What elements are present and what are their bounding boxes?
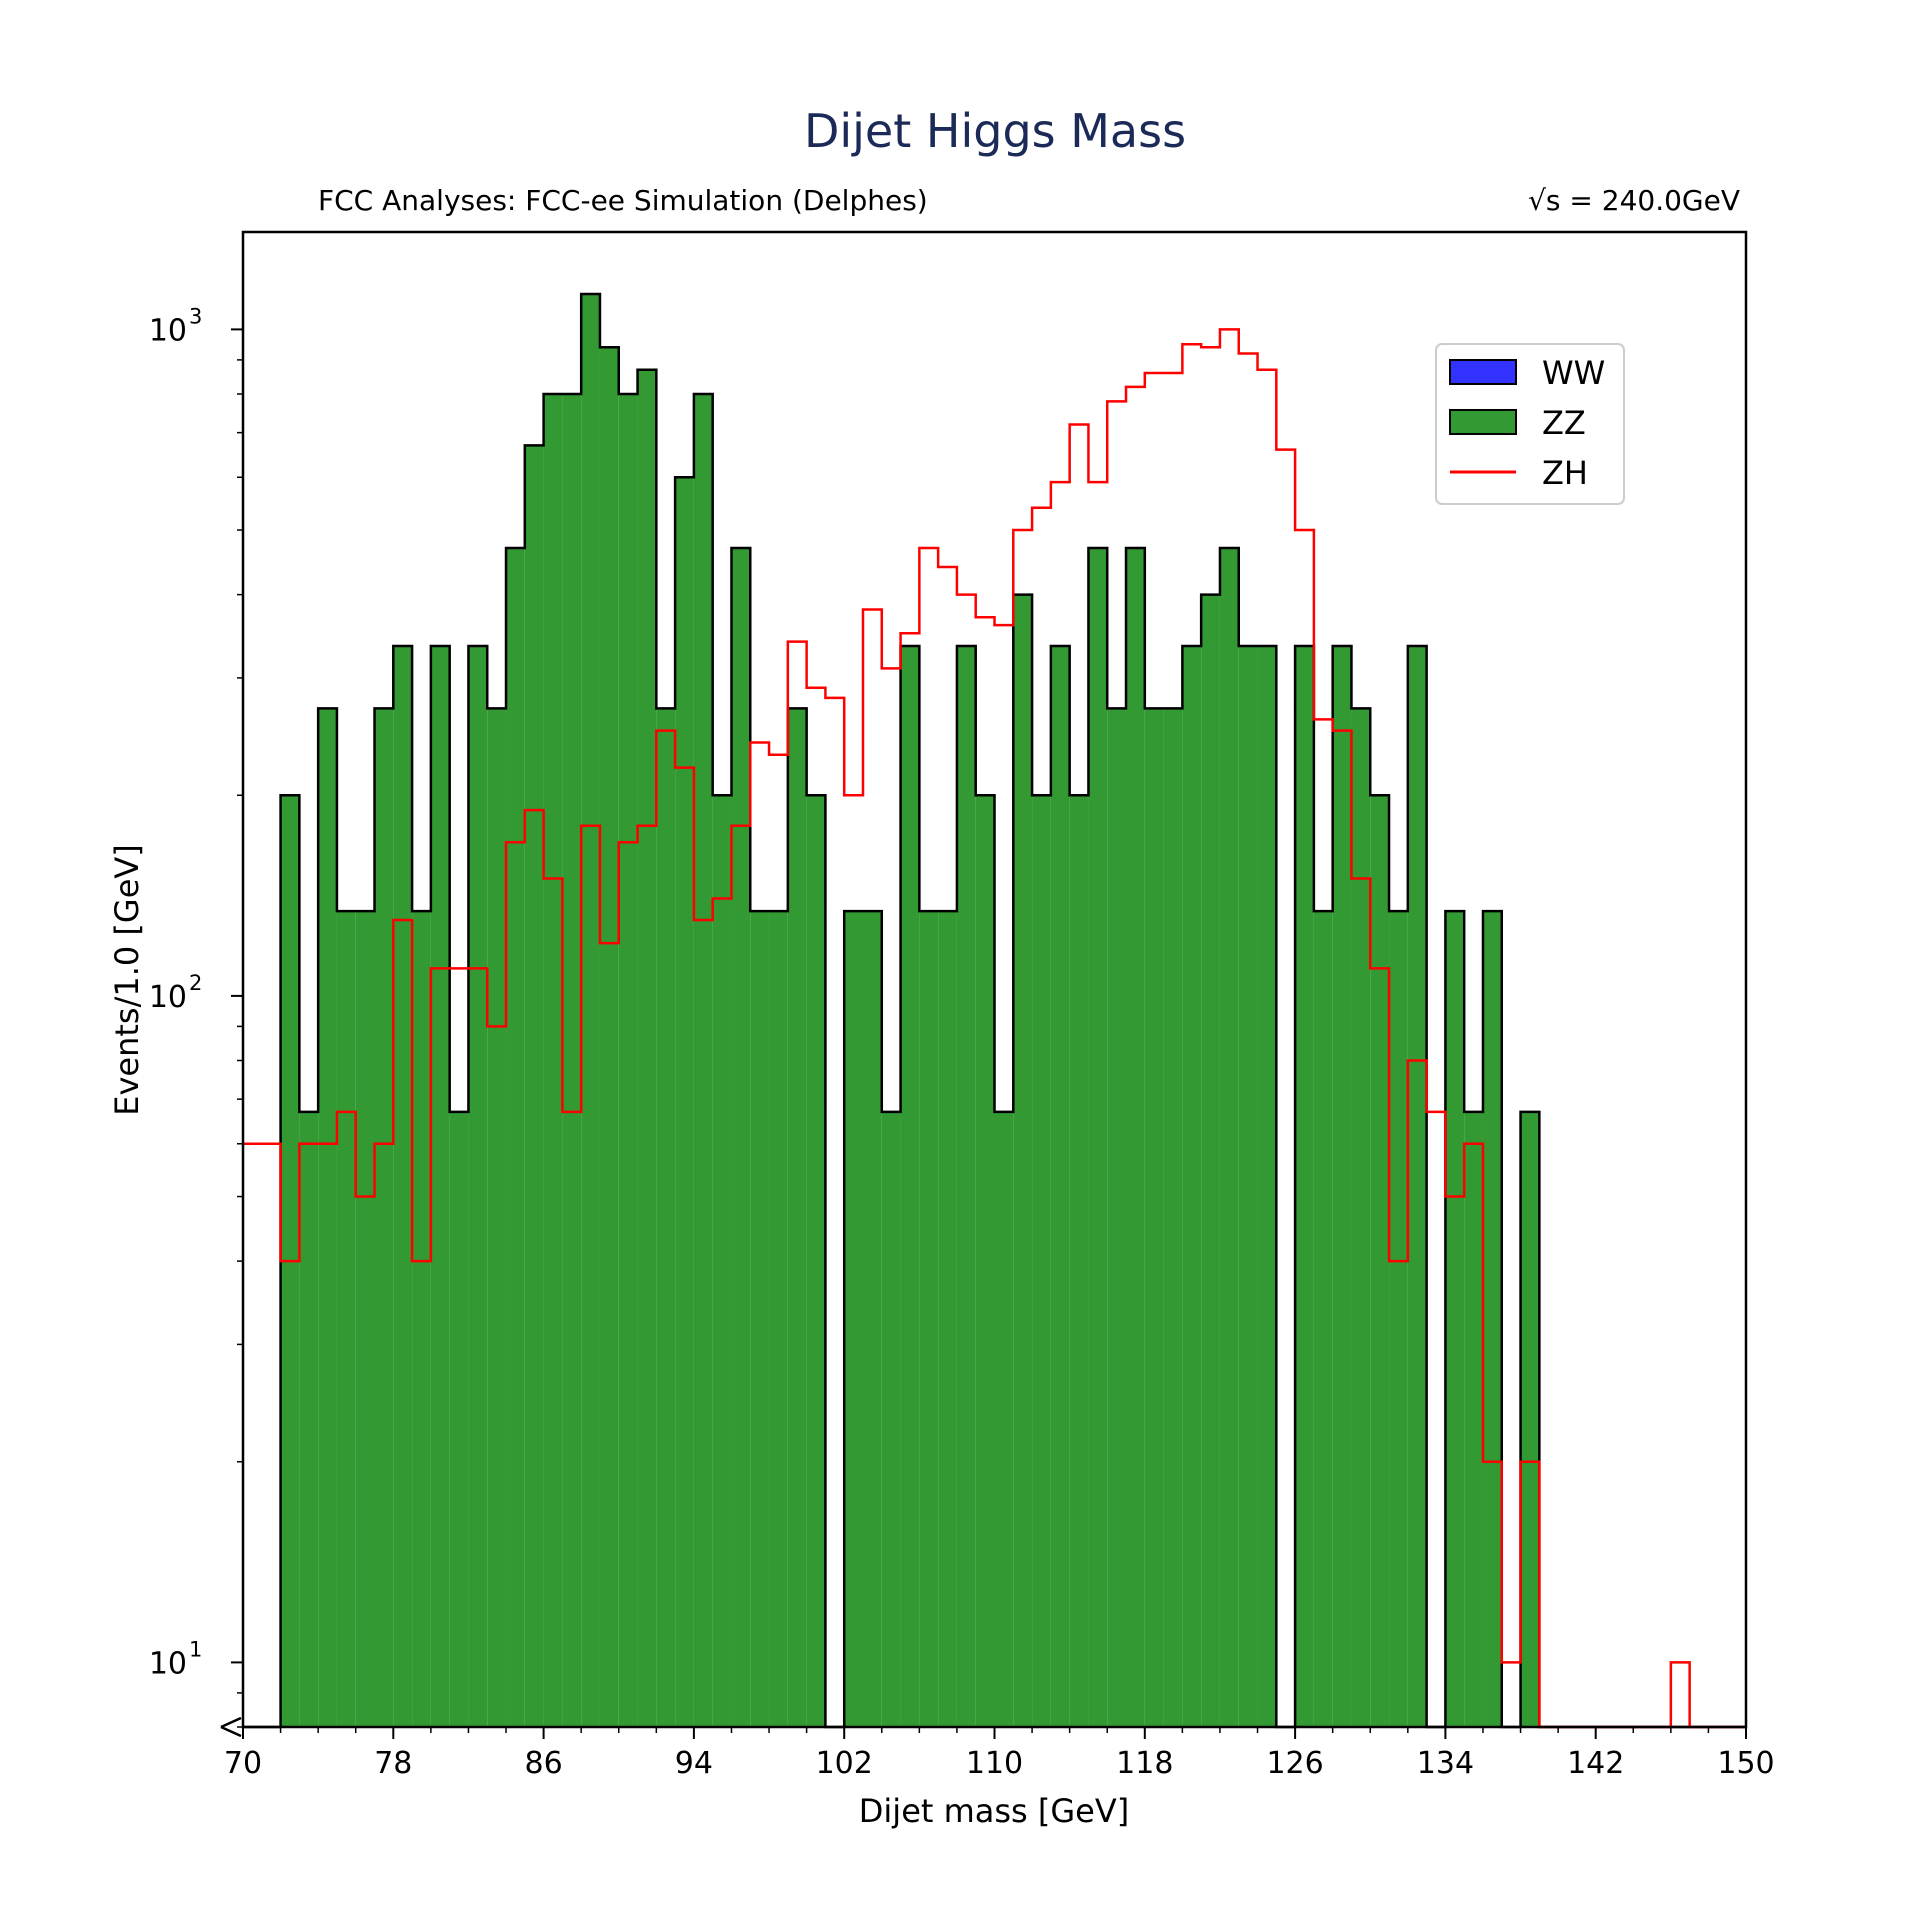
x-axis-label: Dijet mass [GeV] — [859, 1792, 1129, 1830]
zz-bar — [468, 645, 488, 1727]
legend-label-zz: ZZ — [1542, 404, 1586, 442]
zz-bar — [1144, 708, 1164, 1727]
y-tick-label: 10 — [149, 980, 187, 1015]
zz-bar — [1050, 645, 1070, 1727]
zh-step-line — [243, 328, 1746, 1729]
y-lower-limit-marker — [220, 1716, 242, 1738]
x-tick-label: 134 — [1417, 1746, 1474, 1781]
zz-bar — [881, 1111, 901, 1727]
zz-bar — [1295, 645, 1314, 1727]
x-tick-label: 102 — [816, 1746, 873, 1781]
zz-bar — [543, 393, 563, 1727]
y-tick-exponent: 1 — [189, 1637, 202, 1661]
chart-subtitle-left: FCC Analyses: FCC-ee Simulation (Delphes… — [318, 184, 928, 217]
zz-bar — [1088, 547, 1108, 1727]
zz-bar — [562, 393, 582, 1727]
x-axis-ticks: 70 78 86 94 102 110 118 126 134 142 150 — [224, 1727, 1775, 1781]
zz-bar — [1482, 911, 1502, 1727]
y-tick-label: 10 — [149, 1646, 187, 1681]
zz-bar — [1257, 645, 1277, 1727]
zz-bar — [599, 347, 619, 1727]
zz-bar — [844, 911, 863, 1727]
zz-bars-layer — [243, 292, 1746, 1729]
zz-bar — [1163, 708, 1183, 1727]
x-tick-label: 118 — [1116, 1746, 1173, 1781]
x-tick-label: 94 — [675, 1746, 713, 1781]
zz-bar — [637, 369, 657, 1727]
zz-bar — [618, 393, 638, 1727]
legend-label-zh: ZH — [1542, 454, 1588, 492]
legend-swatch-ww — [1449, 359, 1517, 385]
y-tick-label: 10 — [149, 313, 187, 348]
zz-bar — [1370, 795, 1390, 1727]
zz-bar — [1219, 547, 1239, 1727]
zz-bar — [449, 1111, 469, 1727]
zz-bar — [1013, 594, 1033, 1727]
zz-bar — [1107, 708, 1127, 1727]
x-tick-label: 150 — [1717, 1746, 1774, 1781]
zz-bar — [581, 294, 600, 1727]
zz-bar — [750, 911, 770, 1727]
zz-bar — [675, 477, 694, 1727]
zz-bar — [712, 795, 732, 1727]
zz-bar — [299, 1111, 319, 1727]
zz-bar — [336, 911, 356, 1727]
zz-bar — [731, 547, 751, 1727]
x-tick-label: 142 — [1567, 1746, 1624, 1781]
zz-bar — [487, 708, 507, 1727]
zz-bar — [1313, 911, 1333, 1727]
chart-title: Dijet Higgs Mass — [804, 104, 1186, 158]
y-tick-exponent: 3 — [189, 304, 202, 328]
zz-bar — [862, 911, 882, 1727]
zz-bar — [1445, 911, 1465, 1727]
x-tick-label: 78 — [374, 1746, 412, 1781]
x-tick-label: 86 — [525, 1746, 563, 1781]
zz-bar — [1389, 911, 1408, 1727]
zz-bar — [1407, 645, 1427, 1727]
zz-bar — [1182, 645, 1202, 1727]
zz-bar — [506, 547, 525, 1727]
legend-label-ww: WW — [1542, 354, 1605, 392]
zz-bar — [1238, 645, 1258, 1727]
x-tick-label: 110 — [966, 1746, 1023, 1781]
zz-bar — [524, 445, 544, 1727]
zz-bar — [900, 645, 920, 1727]
zz-bar — [1332, 645, 1352, 1727]
zz-bar — [430, 645, 450, 1727]
zh-step-layer — [243, 328, 1746, 1729]
x-tick-label: 70 — [224, 1746, 262, 1781]
zz-bar — [919, 911, 939, 1727]
x-tick-label: 126 — [1266, 1746, 1323, 1781]
legend: WW ZZ ZH — [1435, 343, 1625, 505]
legend-swatch-zz — [1449, 409, 1517, 435]
zz-bar — [975, 795, 995, 1727]
zz-bar — [656, 708, 676, 1727]
zz-bar — [1126, 547, 1145, 1727]
zz-bar — [1464, 1111, 1483, 1727]
zz-bar — [1032, 795, 1051, 1727]
zz-bar — [374, 708, 394, 1727]
zz-bar — [318, 708, 337, 1727]
zz-bar — [1069, 795, 1089, 1727]
zz-bar — [693, 393, 713, 1727]
zz-bar — [806, 795, 826, 1727]
zz-bar — [787, 708, 807, 1727]
zz-bar — [412, 911, 431, 1727]
zz-bar — [1520, 1111, 1540, 1727]
zz-bar — [994, 1111, 1014, 1727]
zz-bar — [1351, 708, 1371, 1727]
zz-bar — [1201, 594, 1220, 1727]
zz-bar — [938, 911, 957, 1727]
zz-bar — [769, 911, 788, 1727]
zz-bar — [355, 911, 375, 1727]
y-tick-exponent: 2 — [189, 971, 202, 995]
zz-bar — [393, 645, 413, 1727]
zz-outline — [243, 292, 1746, 1729]
zz-bar — [956, 645, 976, 1727]
y-axis-label: Events/1.0 [GeV] — [108, 844, 146, 1116]
chart-subtitle-right: √s = 240.0GeV — [1528, 184, 1740, 217]
